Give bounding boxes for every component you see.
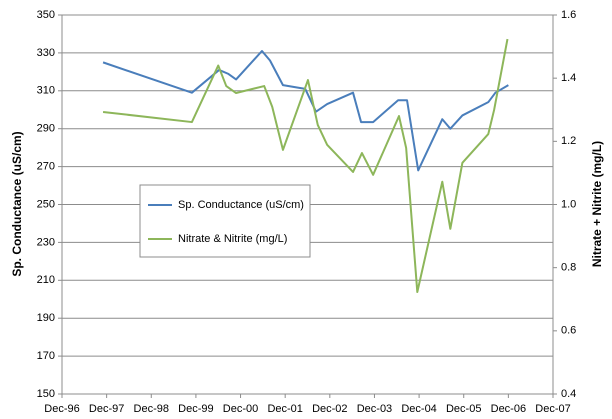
y-tick-label: 350: [37, 9, 55, 21]
x-tick-label: Dec-99: [178, 403, 213, 415]
x-tick-label: Dec-96: [44, 403, 79, 415]
y-axis-title: Sp. Conductance (uS/cm): [10, 131, 24, 276]
x-tick-label: Dec-97: [89, 403, 124, 415]
y-tick-label: 170: [37, 350, 55, 362]
y2-tick-label: 1.6: [561, 9, 576, 21]
x-tick-label: Dec-07: [535, 403, 570, 415]
x-tick-label: Dec-06: [491, 403, 526, 415]
y-tick-label: 250: [37, 198, 55, 210]
y-tick-label: 150: [37, 388, 55, 400]
legend-label: Sp. Conductance (uS/cm): [178, 199, 304, 211]
y-tick-label: 290: [37, 123, 55, 135]
x-tick-label: Dec-01: [267, 403, 302, 415]
plot-frame: [61, 14, 554, 395]
y2-tick-label: 0.4: [561, 388, 576, 400]
y-tick-label: 230: [37, 236, 55, 248]
x-tick-label: Dec-03: [357, 403, 392, 415]
x-tick-label: Dec-00: [223, 403, 258, 415]
legend-box: [139, 184, 311, 258]
y-tick-label: 330: [37, 47, 55, 59]
y-tick-label: 270: [37, 161, 55, 173]
y2-tick-label: 1.0: [561, 198, 576, 210]
y2-axis-title: Nitrate + Nitrite (mg/L): [590, 141, 604, 267]
x-tick-label: Dec-04: [401, 403, 436, 415]
x-tick-label: Dec-98: [134, 403, 169, 415]
series-line: [102, 38, 509, 293]
y2-tick-label: 1.2: [561, 135, 576, 147]
series-line: [102, 50, 509, 172]
y2-tick-label: 1.4: [561, 72, 576, 84]
y2-tick-label: 0.6: [561, 325, 576, 337]
legend-label: Nitrate & Nitrite (mg/L): [178, 233, 287, 245]
x-tick-label: Dec-02: [312, 403, 347, 415]
y-tick-label: 210: [37, 274, 55, 286]
x-tick-label: Dec-05: [446, 403, 481, 415]
y-tick-label: 190: [37, 312, 55, 324]
y2-tick-label: 0.8: [561, 262, 576, 274]
y-tick-label: 310: [37, 85, 55, 97]
